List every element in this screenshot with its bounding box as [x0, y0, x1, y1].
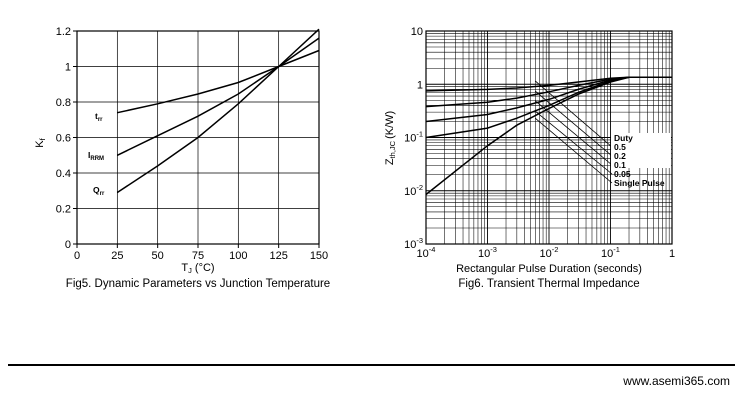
fig5-curves	[116, 28, 320, 194]
fig6-legend: Duty 0.5 0.2 0.1 0.05 Single Pulse	[611, 133, 671, 188]
fig5-x-tick-label: 0	[74, 250, 80, 262]
fig5-curve-trr	[117, 49, 320, 114]
fig6-legend-duty-0.05: 0.05	[614, 169, 631, 179]
fig5-label-irrm: IRRM	[88, 150, 104, 162]
fig6-legend-leader-0.2	[535, 90, 613, 157]
fig5-y-tick-label: 0	[65, 239, 71, 251]
fig6-grid	[425, 31, 672, 245]
fig6-y-tick-label: 10-1	[404, 130, 423, 145]
fig5-x-tick-label: 50	[152, 250, 164, 262]
fig5-x-ticks: 0 25 50 75 100 125 150	[74, 244, 328, 262]
fig5-chart: 0 0.2 0.4 0.6 0.8 1 1.2 0 25 50 75 100 125 150 trr I…	[34, 26, 330, 290]
fig6-y-tick-label: 10-2	[404, 183, 423, 198]
fig6-x-axis-label: Rectangular Pulse Duration (seconds)	[456, 263, 642, 275]
fig5-label-trr: trr	[95, 111, 103, 123]
fig6-x-tick-label: 10-1	[601, 245, 620, 260]
fig5-y-tick-label: 1.2	[56, 26, 71, 38]
fig5-y-tick-label: 0.6	[56, 133, 71, 145]
fig6-y-ticks: 10-3 10-2 10-1 1 10	[404, 26, 423, 251]
fig5-curve-qrr	[116, 28, 320, 194]
footer-rule	[8, 364, 735, 366]
fig5-x-tick-label: 100	[229, 250, 247, 262]
fig6-y-tick-label: 10-3	[404, 236, 423, 251]
fig5-x-tick-label: 150	[310, 250, 328, 262]
fig5-x-axis-label: TJ (°C)	[181, 262, 214, 275]
fig5-label-qrr: Qrr	[93, 185, 105, 197]
fig6-x-tick-label: 10-2	[540, 245, 559, 260]
fig5-x-tick-label: 75	[192, 250, 204, 262]
fig5-y-ticks: 0 0.2 0.4 0.6 0.8 1 1.2	[56, 26, 77, 251]
fig6-legend-duty-0.2: 0.2	[614, 151, 626, 161]
fig6-x-tick-label: 1	[669, 248, 675, 260]
fig6-y-tick-label: 1	[417, 79, 423, 91]
fig6-curves	[425, 76, 672, 196]
fig6-legend-duty-0.5: 0.5	[614, 142, 626, 152]
fig5-y-tick-label: 0.2	[56, 204, 71, 216]
fig6-y-axis-label: Zth,JC(K/W)	[384, 111, 397, 165]
fig6-caption: Fig6. Transient Thermal Impedance	[458, 278, 639, 290]
footer-url: www.asemi365.com	[623, 374, 730, 388]
fig6-legend-single-pulse: Single Pulse	[614, 178, 665, 188]
fig5-x-tick-label: 125	[269, 250, 287, 262]
fig6-x-ticks: 10-4 10-3 10-2 10-1 1	[417, 245, 676, 260]
fig5-y-axis-label: Kf	[34, 137, 47, 147]
fig6-x-tick-label: 10-3	[478, 245, 497, 260]
fig5-x-tick-label: 25	[111, 250, 123, 262]
fig6-legend-leader-single-pulse	[535, 117, 613, 184]
fig5-y-tick-label: 0.4	[56, 168, 71, 180]
fig5-y-tick-label: 1	[65, 62, 71, 74]
fig6-legend-title: Duty	[614, 133, 633, 143]
fig5-y-tick-label: 0.8	[56, 97, 71, 109]
fig6-curve-single-pulse	[425, 76, 672, 196]
fig5-curve-irrm	[116, 37, 320, 156]
fig6-legend-backdrop	[611, 133, 671, 168]
fig5-caption: Fig5. Dynamic Parameters vs Junction Tem…	[66, 278, 330, 290]
fig6-x-tick-label: 10-4	[417, 245, 436, 260]
fig6-legend-duty-0.1: 0.1	[614, 160, 626, 170]
fig6-y-tick-label: 10	[411, 26, 423, 38]
fig6-legend-leader-0.1	[535, 100, 613, 166]
fig6-legend-leader-0.05	[535, 110, 613, 175]
